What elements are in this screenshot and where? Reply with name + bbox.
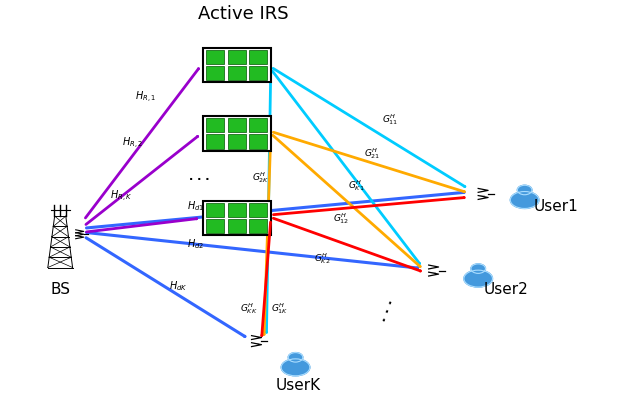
FancyBboxPatch shape (228, 220, 246, 234)
Text: $G_{2K}^H$: $G_{2K}^H$ (252, 170, 270, 185)
FancyBboxPatch shape (249, 135, 267, 149)
Circle shape (518, 186, 532, 195)
FancyBboxPatch shape (249, 220, 267, 234)
FancyBboxPatch shape (228, 51, 246, 65)
Text: $G_{1K}^H$: $G_{1K}^H$ (271, 301, 289, 315)
Text: $H_{R,1}$: $H_{R,1}$ (134, 90, 156, 105)
Text: . . .: . . . (375, 296, 396, 322)
Text: UserK: UserK (276, 377, 321, 392)
Text: $H_{R,K}$: $H_{R,K}$ (109, 188, 132, 203)
Text: User1: User1 (533, 198, 578, 213)
FancyBboxPatch shape (207, 220, 224, 234)
FancyBboxPatch shape (228, 119, 246, 133)
FancyBboxPatch shape (249, 67, 267, 81)
FancyBboxPatch shape (228, 203, 246, 217)
Circle shape (471, 264, 486, 274)
Text: ...: ... (253, 339, 259, 344)
FancyBboxPatch shape (207, 203, 224, 217)
FancyBboxPatch shape (249, 51, 267, 65)
Text: $G_{K1}^H$: $G_{K1}^H$ (348, 178, 364, 193)
Text: $H_{d1}$: $H_{d1}$ (187, 198, 205, 212)
Text: $H_{R,2}$: $H_{R,2}$ (122, 136, 143, 151)
Text: $G_{KK}^H$: $G_{KK}^H$ (240, 301, 258, 315)
Text: $G_{11}^H$: $G_{11}^H$ (382, 112, 399, 126)
FancyBboxPatch shape (249, 203, 267, 217)
FancyBboxPatch shape (203, 49, 271, 83)
FancyBboxPatch shape (207, 51, 224, 65)
Ellipse shape (510, 192, 539, 209)
Text: Active IRS: Active IRS (198, 6, 288, 23)
Text: BS: BS (50, 281, 70, 296)
FancyBboxPatch shape (203, 117, 271, 151)
FancyBboxPatch shape (249, 119, 267, 133)
Text: ...: ... (74, 232, 80, 237)
Text: ...: ... (480, 192, 486, 197)
FancyBboxPatch shape (207, 135, 224, 149)
Text: . . .: . . . (189, 171, 210, 181)
Text: $G_{K2}^H$: $G_{K2}^H$ (314, 250, 331, 265)
FancyBboxPatch shape (207, 67, 224, 81)
FancyBboxPatch shape (228, 67, 246, 81)
Text: $G_{12}^H$: $G_{12}^H$ (333, 210, 349, 225)
FancyBboxPatch shape (228, 135, 246, 149)
Ellipse shape (464, 271, 493, 288)
Text: $H_{dK}$: $H_{dK}$ (169, 279, 187, 293)
Text: ...: ... (430, 269, 436, 273)
Circle shape (288, 353, 303, 362)
Text: $H_{d2}$: $H_{d2}$ (187, 237, 205, 251)
FancyBboxPatch shape (207, 119, 224, 133)
Text: User2: User2 (484, 281, 529, 296)
Ellipse shape (281, 359, 310, 376)
Text: $G_{21}^H$: $G_{21}^H$ (364, 146, 380, 161)
FancyBboxPatch shape (203, 202, 271, 236)
